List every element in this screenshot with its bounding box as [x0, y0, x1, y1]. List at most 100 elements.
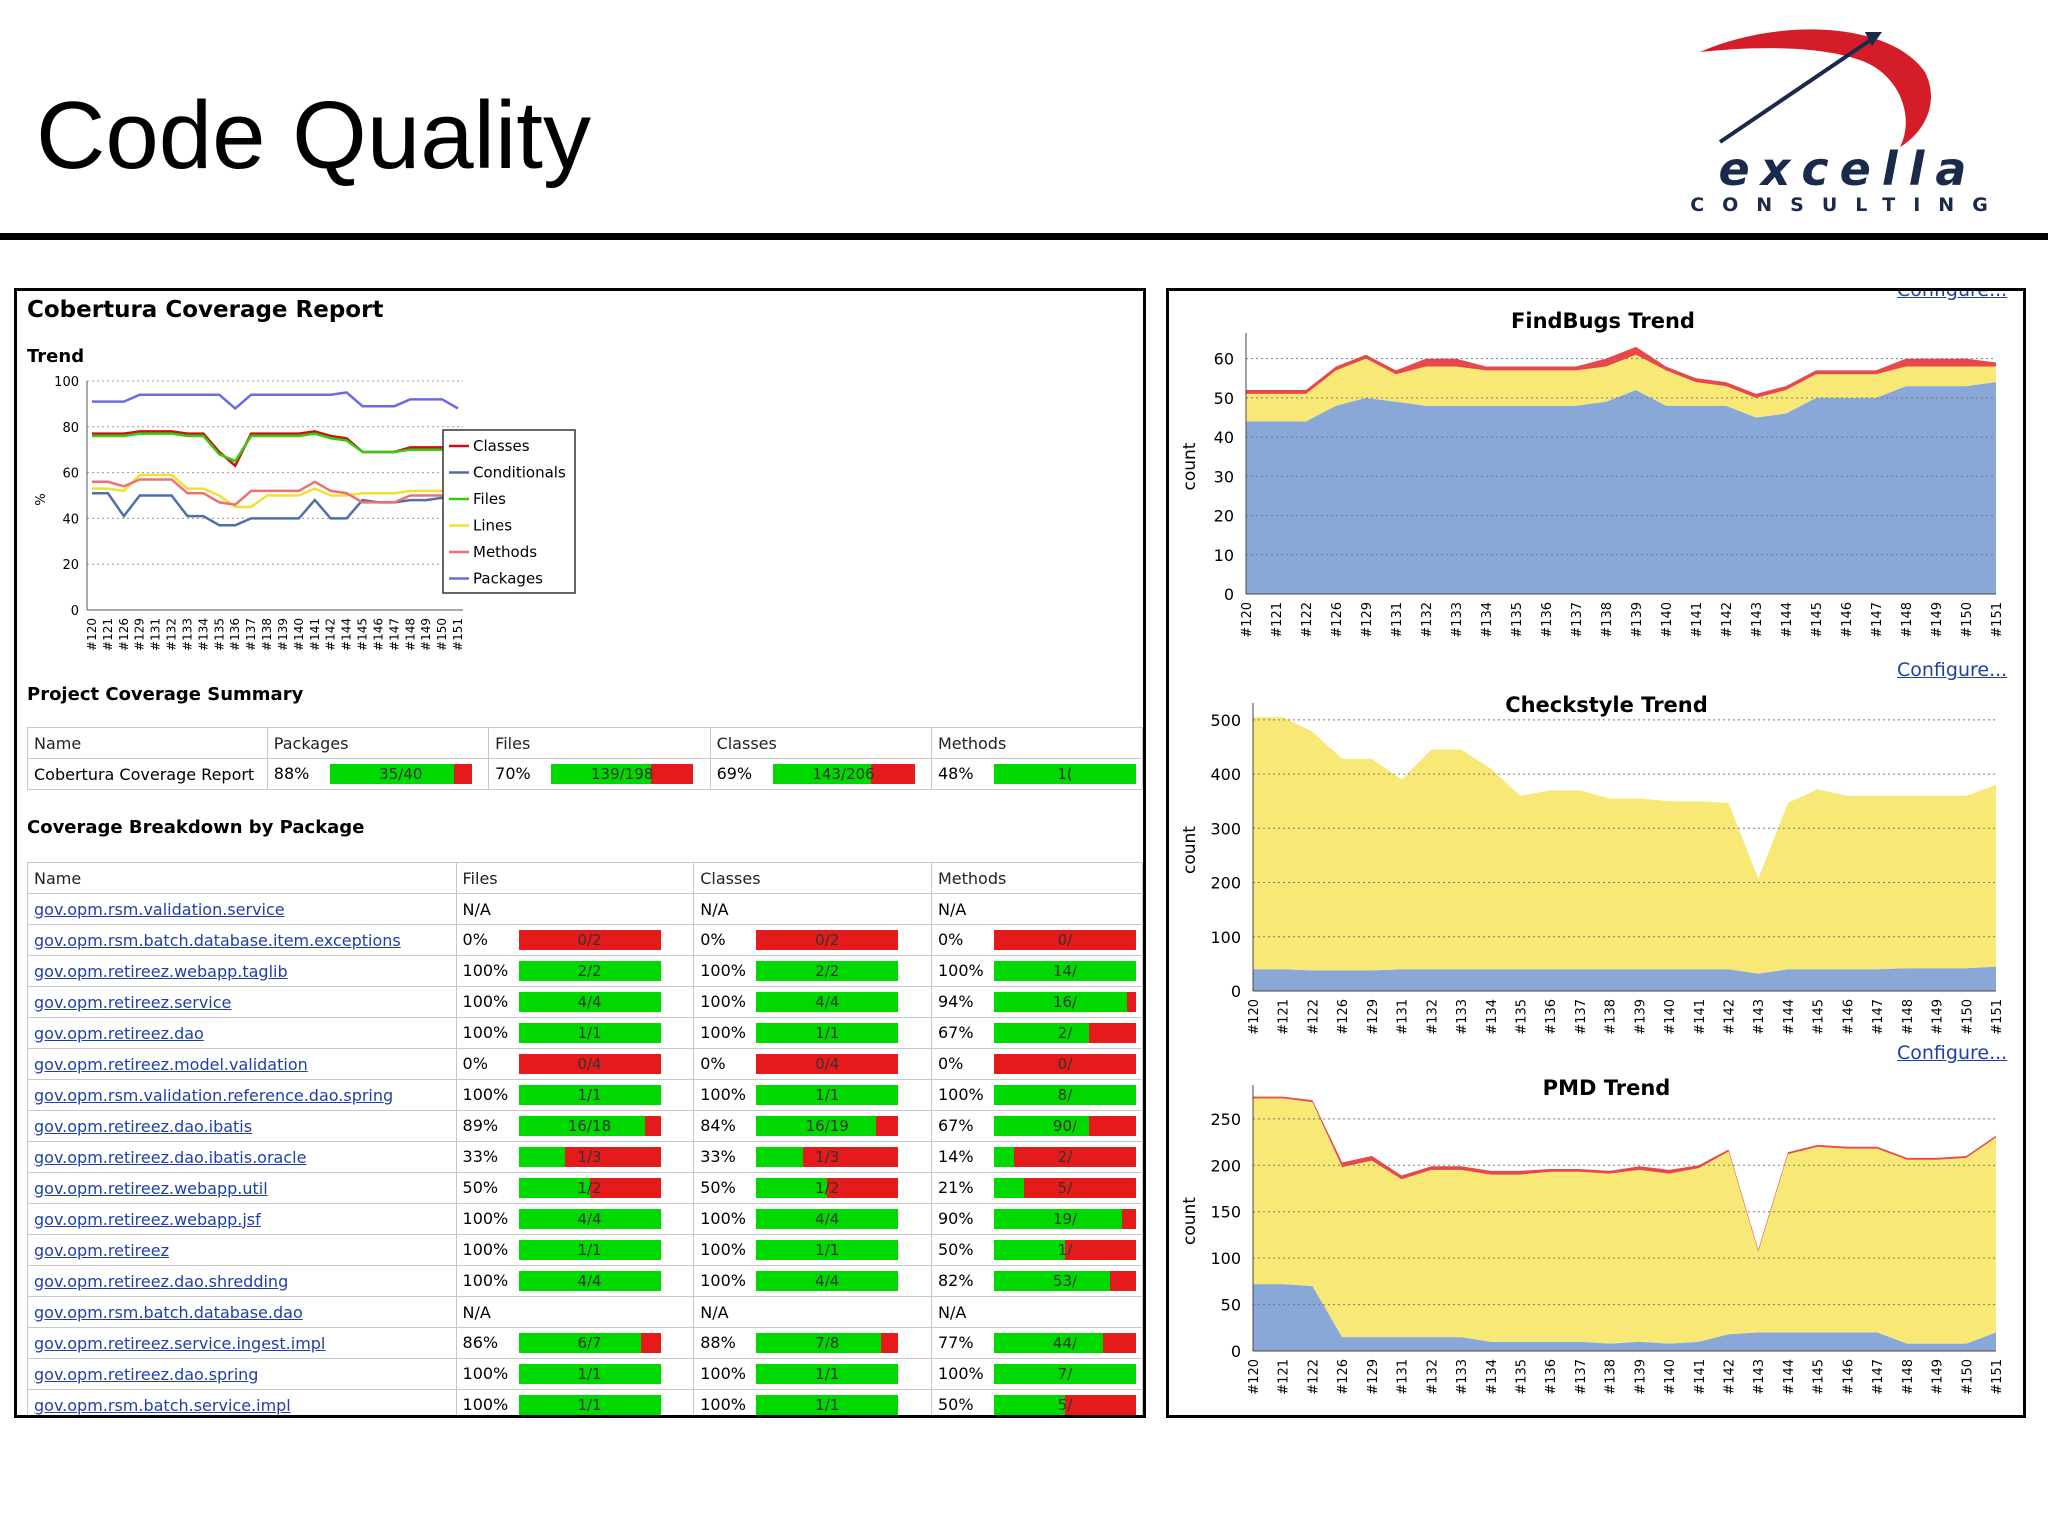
- package-files-bar-fill: [518, 1023, 661, 1044]
- x-tick-label: #141: [1693, 999, 1708, 1035]
- package-classes-bar-fill: [756, 1395, 899, 1415]
- package-classes-pct: N/A: [700, 1302, 729, 1322]
- x-tick-label: #146: [1841, 999, 1856, 1035]
- table-row: gov.opm.rsm.validation.reference.dao.spr…: [27, 1079, 1143, 1111]
- package-classes-bar: 1/1: [756, 1023, 899, 1044]
- x-tick-label: #141: [308, 618, 322, 651]
- x-tick-label: #150: [1960, 602, 1975, 638]
- package-classes-bar-fill: [756, 1364, 899, 1385]
- package-link[interactable]: gov.opm.rsm.batch.service.impl: [34, 1395, 291, 1415]
- y-axis-label: count: [1180, 826, 1200, 874]
- x-tick-label: #144: [1782, 1359, 1797, 1395]
- package-methods-cell: 67% 2/: [930, 1017, 1143, 1049]
- configure-link-findbugs[interactable]: Configure...: [1897, 659, 2008, 681]
- package-files-pct: 100%: [462, 1208, 509, 1228]
- x-tick-label: #142: [1723, 999, 1738, 1035]
- package-files-cell: 100% 4/4: [455, 986, 695, 1018]
- table-row: gov.opm.retireez.model.validation 0% 0/4 0%…: [27, 1048, 1143, 1080]
- package-classes-bar: 1/1: [756, 1085, 899, 1106]
- x-tick-label: #138: [1600, 602, 1615, 638]
- package-files-bar-fill: [518, 1333, 641, 1354]
- y-tick-label: 20: [1214, 507, 1234, 526]
- package-link[interactable]: gov.opm.rsm.validation.reference.dao.spr…: [34, 1085, 394, 1105]
- package-classes-bar-fill: [756, 1209, 899, 1230]
- package-methods-bar-fill: [993, 1023, 1090, 1044]
- x-tick-label: #142: [1723, 1359, 1738, 1395]
- package-link[interactable]: gov.opm.rsm.validation.service: [34, 899, 285, 919]
- x-tick-label: #120: [1247, 1359, 1262, 1395]
- x-tick-label: #150: [435, 618, 449, 651]
- package-classes-pct: 100%: [700, 991, 746, 1011]
- area-series-yellow: [1246, 354, 1996, 422]
- y-tick-label: 300: [1210, 819, 1241, 838]
- package-methods-bar-label: 7/: [1057, 1365, 1073, 1384]
- package-classes-bar-label: 16/19: [805, 1117, 849, 1136]
- package-classes-bar: 0/2: [756, 930, 899, 951]
- y-tick-label: 80: [62, 421, 79, 436]
- package-classes-bar-fill: [756, 1023, 899, 1044]
- package-link[interactable]: gov.opm.retireez.webapp.taglib: [34, 961, 288, 981]
- legend-label: Files: [473, 490, 506, 508]
- package-files-bar-label: 1/1: [577, 1365, 602, 1384]
- x-tick-label: #145: [1812, 999, 1827, 1035]
- x-tick-label: #139: [1630, 602, 1645, 638]
- x-tick-label: #120: [85, 618, 99, 651]
- package-files-pct: 100%: [462, 1239, 509, 1259]
- x-tick-label: #136: [1544, 1359, 1559, 1395]
- package-classes-pct: 100%: [700, 960, 746, 980]
- package-link[interactable]: gov.opm.retireez.dao.spring: [34, 1364, 259, 1384]
- package-link[interactable]: gov.opm.retireez.dao.ibatis.oracle: [34, 1147, 307, 1167]
- package-files-bar: 0/2: [518, 930, 661, 951]
- x-tick-label: #149: [1931, 1359, 1946, 1395]
- x-tick-label: #129: [1360, 602, 1375, 638]
- package-link[interactable]: gov.opm.retireez.dao.shredding: [34, 1271, 289, 1291]
- package-methods-pct: 94%: [937, 991, 974, 1011]
- package-methods-pct: 67%: [937, 1115, 974, 1135]
- package-files-cell: N/A: [455, 1296, 695, 1328]
- package-files-pct: 33%: [462, 1146, 499, 1166]
- package-methods-bar-fill: [993, 1116, 1090, 1137]
- summary-metric-bar: 139/198: [551, 764, 694, 785]
- package-name-cell: gov.opm.retireez.webapp.util: [27, 1172, 457, 1204]
- x-tick-label: #132: [1425, 999, 1440, 1035]
- table-row: gov.opm.retireez.dao.spring 100% 1/1 100% 1/…: [27, 1358, 1143, 1390]
- table-row: gov.opm.retireez.dao.shredding 100% 4/4 100…: [27, 1265, 1143, 1297]
- x-tick-label: #146: [1841, 1359, 1856, 1395]
- configure-link-top[interactable]: Configure...: [1897, 288, 2008, 301]
- package-link[interactable]: gov.opm.retireez.dao.ibatis: [34, 1116, 253, 1136]
- package-files-bar: 1/1: [518, 1240, 661, 1261]
- x-tick-label: #132: [165, 618, 179, 651]
- package-files-bar: 1/1: [518, 1395, 661, 1415]
- package-link[interactable]: gov.opm.retireez: [34, 1240, 169, 1260]
- summary-col-files: Files: [488, 727, 711, 759]
- package-link[interactable]: gov.opm.rsm.batch.database.dao: [34, 1302, 303, 1322]
- package-methods-cell: 94% 16/: [930, 986, 1143, 1018]
- package-link[interactable]: gov.opm.retireez.dao: [34, 1023, 204, 1043]
- summary-metric-bar-label: 143/206: [812, 765, 875, 784]
- y-tick-label: 0: [1231, 982, 1241, 1001]
- package-link[interactable]: gov.opm.retireez.service.ingest.impl: [34, 1333, 326, 1353]
- package-classes-bar-label: 4/4: [815, 1272, 840, 1291]
- package-classes-bar-fill: [756, 1271, 899, 1292]
- y-tick-label: 50: [1221, 1296, 1241, 1315]
- x-tick-label: #122: [1306, 999, 1321, 1035]
- package-classes-cell: 100% 2/2: [693, 955, 932, 987]
- y-tick-label: 0: [71, 604, 79, 619]
- package-link[interactable]: gov.opm.retireez.webapp.util: [34, 1178, 268, 1198]
- package-link[interactable]: gov.opm.rsm.batch.database.item.exceptio…: [34, 930, 401, 950]
- package-link[interactable]: gov.opm.retireez.model.validation: [34, 1054, 308, 1074]
- package-methods-cell: 100% 7/: [930, 1358, 1143, 1390]
- configure-link-checkstyle[interactable]: Configure...: [1897, 1042, 2008, 1064]
- package-files-pct: 100%: [462, 1022, 509, 1042]
- pmd-trend-chart: PMD Trend 0 50 100 150 200 250 count #120 #121 #12…: [1180, 1076, 2005, 1395]
- x-tick-label: #121: [1270, 602, 1285, 638]
- package-methods-bar-label: 1/: [1057, 1241, 1073, 1260]
- package-link[interactable]: gov.opm.retireez.webapp.jsf: [34, 1209, 261, 1229]
- summary-metric-bar-label: 139/198: [591, 765, 654, 784]
- x-tick-label: #138: [1604, 999, 1619, 1035]
- area-series-blue: [1253, 966, 1996, 991]
- package-classes-cell: 0% 0/4: [693, 1048, 932, 1080]
- x-tick-label: #150: [1960, 1359, 1975, 1395]
- package-name-cell: gov.opm.retireez.service.ingest.impl: [27, 1327, 457, 1359]
- package-link[interactable]: gov.opm.retireez.service: [34, 992, 232, 1012]
